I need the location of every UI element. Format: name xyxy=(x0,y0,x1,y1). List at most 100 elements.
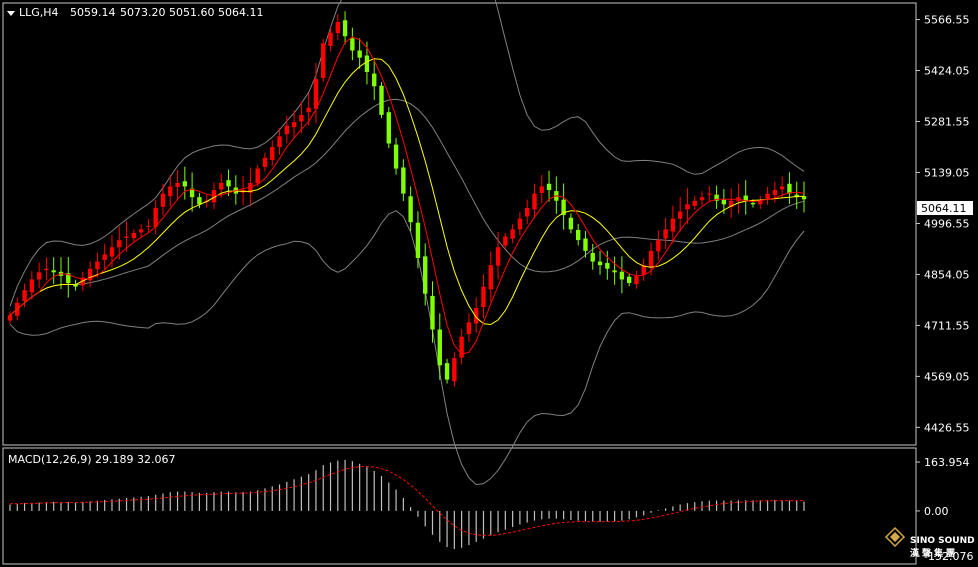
candle-body xyxy=(168,186,173,197)
candle-body xyxy=(73,284,78,287)
candle-body xyxy=(779,186,785,190)
candle xyxy=(7,311,13,324)
candle-body xyxy=(66,273,71,284)
candle xyxy=(692,196,697,210)
candle xyxy=(291,110,297,138)
moving-averages xyxy=(9,36,805,355)
candle-body xyxy=(124,236,129,238)
candle xyxy=(459,329,464,365)
candle xyxy=(95,252,100,278)
candle-body xyxy=(277,136,282,148)
candle-body xyxy=(430,295,435,330)
candle xyxy=(495,231,501,280)
candle-body xyxy=(728,200,734,208)
candle-body xyxy=(619,271,625,280)
candle xyxy=(350,27,355,61)
candle-body xyxy=(408,196,413,223)
candle xyxy=(787,172,792,204)
ohlc-high: 5073.20 xyxy=(120,6,166,19)
candle-body xyxy=(525,207,530,217)
candle xyxy=(255,164,260,187)
candle xyxy=(539,174,544,204)
bollinger-bands xyxy=(9,0,805,486)
candle-body xyxy=(226,180,231,187)
candle xyxy=(466,313,472,343)
candle xyxy=(160,183,166,216)
candle-body xyxy=(663,229,668,239)
macd-tick-label: 163.954 xyxy=(924,456,970,469)
candle xyxy=(619,256,625,294)
price-axis: 5566.55 5424.05 5281.55 5139.05 4996.55 4854.… xyxy=(916,14,970,434)
price-tick-label: 4426.55 xyxy=(924,421,970,434)
price-tick-label: 4711.55 xyxy=(924,319,970,332)
candle-body xyxy=(415,222,421,258)
candle xyxy=(342,11,348,45)
candle xyxy=(153,199,158,235)
candle xyxy=(168,174,173,207)
candle-body xyxy=(670,218,676,232)
candle-body xyxy=(393,144,399,169)
ma-slow-line xyxy=(9,58,805,326)
candle-body xyxy=(321,43,326,79)
macd-signal-line xyxy=(10,465,804,536)
candle xyxy=(138,224,144,238)
candle-body xyxy=(466,322,472,334)
candle-body xyxy=(138,229,144,233)
candle xyxy=(503,232,508,249)
collapse-triangle-icon[interactable] xyxy=(7,11,15,16)
candle-body xyxy=(444,363,450,380)
candle-body xyxy=(707,193,712,195)
candle xyxy=(102,243,107,270)
candle-body xyxy=(561,199,566,216)
candle xyxy=(758,195,763,209)
candle-body xyxy=(794,194,799,198)
candle xyxy=(656,230,661,261)
candle xyxy=(182,166,188,200)
candle-body xyxy=(612,270,617,273)
candle xyxy=(605,250,610,280)
candle xyxy=(29,271,35,300)
candle-body xyxy=(495,247,501,266)
candle xyxy=(379,82,384,119)
candle-body xyxy=(87,268,93,281)
candle xyxy=(328,26,333,52)
candle-body xyxy=(583,238,588,251)
candle xyxy=(728,188,734,219)
candle-body xyxy=(750,202,756,205)
candle xyxy=(197,192,202,209)
price-tick-label: 5281.55 xyxy=(924,115,970,128)
candle xyxy=(641,258,646,281)
candle-body xyxy=(401,167,406,194)
candle xyxy=(474,297,479,334)
candle-body xyxy=(714,194,719,201)
candle xyxy=(568,213,574,234)
logo-diamond-inner-icon xyxy=(890,532,900,542)
candle-body xyxy=(299,114,304,122)
candle xyxy=(626,273,632,287)
last-price-label: 5064.11 xyxy=(921,202,967,215)
candle xyxy=(393,137,399,175)
candle-body xyxy=(765,193,770,199)
candle xyxy=(481,274,486,319)
candle xyxy=(801,181,807,213)
candle-body xyxy=(197,197,202,205)
candle-body xyxy=(306,107,311,113)
candle xyxy=(306,93,311,126)
candle xyxy=(517,211,523,236)
candle-body xyxy=(423,256,428,294)
candle-body xyxy=(153,207,158,227)
candle-body xyxy=(685,204,690,210)
candle xyxy=(575,223,581,246)
candle xyxy=(386,107,391,149)
candle-body xyxy=(379,85,384,115)
price-tick-label: 4569.05 xyxy=(924,370,970,383)
candle-body xyxy=(342,20,348,37)
candle-body xyxy=(29,279,35,293)
candle-body xyxy=(44,268,49,271)
candle xyxy=(794,181,799,209)
candle-body xyxy=(372,73,377,87)
candle-body xyxy=(532,193,537,210)
macd-signal-path xyxy=(10,465,804,536)
candle xyxy=(408,186,413,232)
candle-body xyxy=(437,329,442,366)
